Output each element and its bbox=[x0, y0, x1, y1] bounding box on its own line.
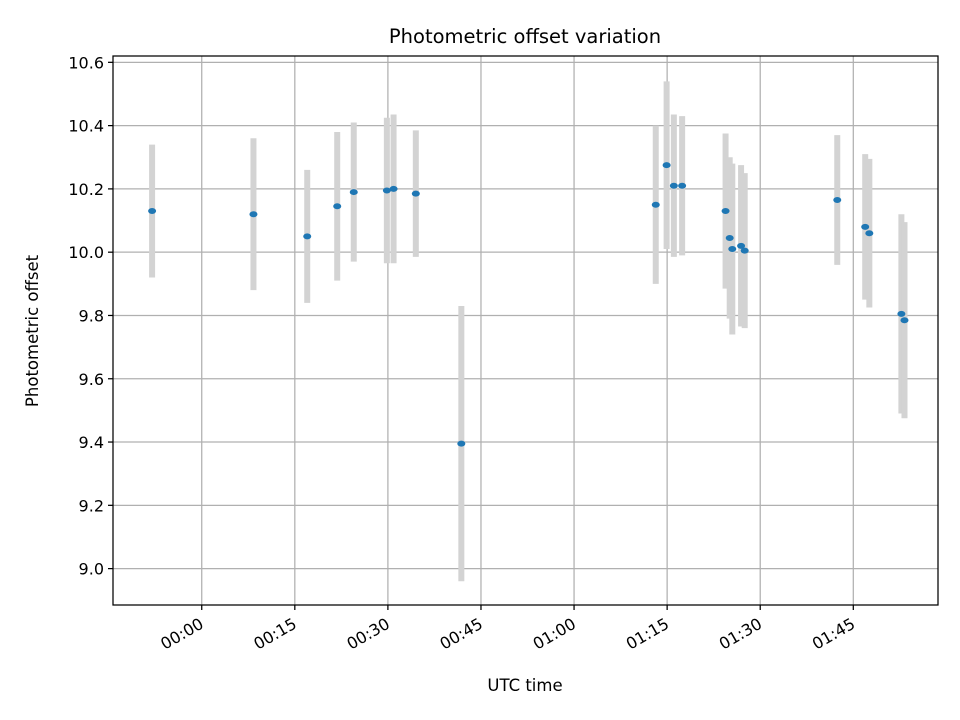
data-point bbox=[721, 208, 730, 215]
data-point bbox=[349, 189, 358, 196]
data-point bbox=[678, 182, 687, 189]
y-axis-ticks: 9.0 9.2 9.4 9.6 9.8 10.0 10.2 10.4 10.6 bbox=[68, 53, 113, 579]
data-point bbox=[303, 233, 312, 240]
y-tick-label: 9.8 bbox=[79, 306, 104, 325]
y-tick-label: 9.4 bbox=[79, 433, 104, 452]
data-point bbox=[249, 211, 258, 218]
data-point bbox=[389, 185, 398, 192]
y-axis-label: Photometric offset bbox=[23, 254, 42, 407]
data-point bbox=[728, 246, 737, 253]
data-point bbox=[897, 310, 906, 317]
y-tick-label: 9.0 bbox=[79, 560, 104, 579]
data-point bbox=[737, 242, 746, 249]
data-point bbox=[900, 317, 909, 324]
data-points bbox=[148, 162, 909, 447]
data-point bbox=[740, 247, 749, 254]
data-point bbox=[457, 440, 466, 447]
data-point bbox=[861, 223, 870, 230]
data-point bbox=[148, 208, 157, 215]
y-tick-label: 9.2 bbox=[79, 496, 104, 515]
chart-title: Photometric offset variation bbox=[389, 25, 661, 48]
data-point bbox=[725, 234, 734, 241]
plot-frame bbox=[112, 55, 939, 606]
y-tick-label: 9.6 bbox=[79, 370, 104, 389]
x-axis-label: UTC time bbox=[487, 676, 562, 695]
y-tick-label: 10.6 bbox=[68, 53, 104, 72]
data-point bbox=[382, 187, 391, 194]
data-point bbox=[865, 230, 874, 237]
data-point bbox=[833, 196, 842, 203]
y-tick-label: 10.0 bbox=[68, 243, 104, 262]
data-point bbox=[333, 203, 342, 210]
data-point bbox=[411, 190, 420, 197]
data-point bbox=[651, 201, 660, 208]
data-point bbox=[669, 182, 678, 189]
y-tick-label: 10.2 bbox=[68, 180, 104, 199]
y-tick-label: 10.4 bbox=[68, 117, 104, 136]
data-point bbox=[662, 162, 671, 169]
